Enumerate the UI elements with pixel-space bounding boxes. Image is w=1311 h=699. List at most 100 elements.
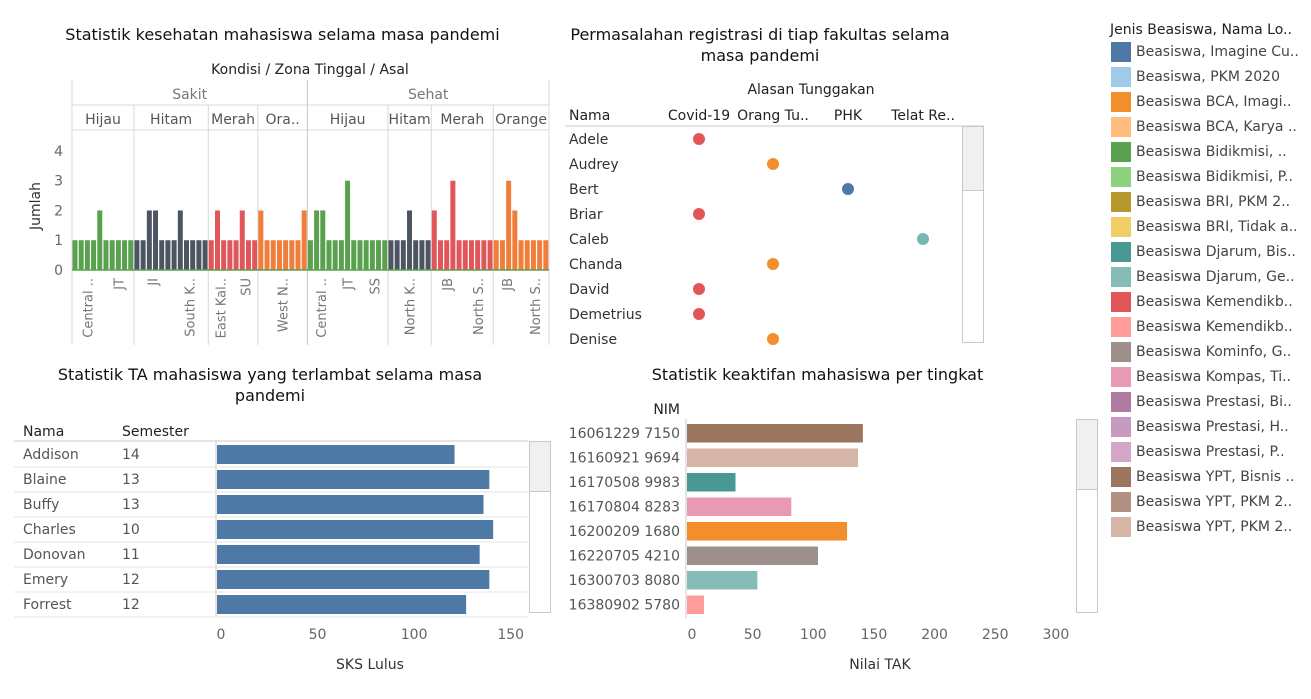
chart1-x-tick: JT	[342, 278, 357, 291]
chart3-row-name: Buffy	[23, 497, 59, 513]
chart1-bar	[171, 240, 177, 270]
chart3-row-name: Emery	[23, 572, 68, 588]
legend-item[interactable]: Beasiswa Kemendikb..	[1111, 292, 1293, 312]
legend-item[interactable]: Beasiswa BRI, PKM 2..	[1111, 192, 1290, 212]
legend-item[interactable]: Beasiswa, PKM 2020	[1111, 67, 1280, 87]
chart3-row-semester: 12	[122, 597, 140, 613]
chart1-zone-label: Merah	[211, 112, 255, 128]
legend-label: Beasiswa Bidikmisi, ..	[1136, 144, 1287, 160]
chart3-row-semester: 13	[122, 472, 140, 488]
legend-item[interactable]: Beasiswa Djarum, Ge..	[1111, 267, 1295, 287]
registration-scroll-thumb[interactable]	[963, 127, 983, 191]
legend-swatch	[1111, 492, 1131, 512]
legend-item[interactable]: Beasiswa YPT, Bisnis ..	[1111, 467, 1294, 487]
chart3-col-header: Nama	[23, 424, 64, 440]
chart3-x-tick: 100	[401, 627, 428, 643]
chart1-bar	[91, 240, 97, 270]
chart1-bar	[499, 240, 505, 270]
chart1-bar	[97, 210, 103, 270]
chart2-title: Permasalahan registrasi di tiap fakultas…	[570, 25, 950, 65]
chart3-bar	[217, 445, 455, 464]
legend-swatch	[1111, 392, 1131, 412]
chart2-column-header: Alasan Tunggakan	[747, 82, 874, 98]
chart4-bar	[687, 448, 859, 467]
chart1-header-path: Kondisi / Zona Tinggal / Asal	[211, 62, 409, 78]
chart3-row-semester: 10	[122, 522, 140, 538]
chart1-bar	[208, 240, 214, 270]
chart1-bar	[338, 240, 344, 270]
chart1-zone-label: Hitam	[150, 112, 192, 128]
tak-scroll-thumb[interactable]	[1077, 420, 1097, 490]
chart1-bar	[78, 240, 84, 270]
chart1-bar	[437, 240, 443, 270]
legend-item[interactable]: Beasiswa YPT, PKM 2..	[1111, 517, 1292, 537]
chart3-row-name: Donovan	[23, 547, 86, 563]
legend-item[interactable]: Beasiswa BCA, Karya ..	[1111, 117, 1297, 137]
legend-item[interactable]: Beasiswa YPT, PKM 2..	[1111, 492, 1292, 512]
ta-scrollbar[interactable]	[529, 441, 551, 613]
chart4-bar	[687, 424, 863, 443]
legend-item[interactable]: Beasiswa BRI, Tidak a..	[1111, 217, 1298, 237]
legend-item[interactable]: Beasiswa Kominfo, G..	[1111, 342, 1291, 362]
tak-scrollbar[interactable]	[1076, 419, 1098, 613]
legend-item[interactable]: Beasiswa Bidikmisi, P..	[1111, 167, 1293, 187]
legend-item[interactable]: Beasiswa, Imagine Cu..	[1111, 42, 1299, 62]
legend-title: Jenis Beasiswa, Nama Lo..	[1110, 22, 1292, 38]
chart4-x-tick: 250	[982, 627, 1009, 643]
legend-label: Beasiswa Prestasi, Bi..	[1136, 394, 1292, 410]
chart4-row-nim: 16300703 8080	[569, 573, 680, 589]
chart2-row-label: Demetrius	[569, 307, 642, 323]
chart3-bar	[217, 595, 467, 614]
legend-label: Beasiswa BRI, Tidak a..	[1136, 219, 1298, 235]
legend-item[interactable]: Beasiswa Kompas, Ti..	[1111, 367, 1291, 387]
chart2-dot	[842, 183, 854, 195]
chart4-x-tick: 300	[1043, 627, 1070, 643]
chart1-x-tick: JB	[441, 278, 456, 292]
chart1-bar	[357, 240, 363, 270]
chart1-bar	[307, 240, 313, 270]
tak-chart: NIM 16061229 7150 16160921 9694 16170508 99…	[569, 402, 1070, 673]
legend-item[interactable]: Beasiswa Prestasi, P..	[1111, 442, 1285, 462]
chart1-bar	[543, 240, 549, 270]
chart1-y-tick: 3	[54, 174, 63, 190]
chart1-bar	[134, 240, 140, 270]
chart1-x-tick: SS	[369, 278, 384, 295]
chart2-column-label: Orang Tu..	[737, 108, 809, 124]
chart1-x-tick: Central ..	[81, 278, 96, 338]
chart1-bar	[103, 240, 109, 270]
chart2-row-label: Chanda	[569, 257, 623, 273]
ta-chart: Nama Semester Addison 14 Blaine 13 Buffy 13 Char…	[14, 424, 528, 673]
chart1-bar	[326, 240, 332, 270]
legend-item[interactable]: Beasiswa Prestasi, H..	[1111, 417, 1289, 437]
legend-item[interactable]: Beasiswa Bidikmisi, ..	[1111, 142, 1287, 162]
chart2-dot	[693, 283, 705, 295]
ta-scroll-thumb[interactable]	[530, 442, 550, 492]
chart1-kondisi-label: Sakit	[172, 87, 207, 103]
chart2-column-label: Covid-19	[668, 108, 730, 124]
legend-swatch	[1111, 117, 1131, 137]
legend-item[interactable]: Beasiswa BCA, Imagi..	[1111, 92, 1291, 112]
legend-label: Beasiswa Kemendikb..	[1136, 319, 1293, 335]
chart1-bar	[159, 240, 165, 270]
chart1-bar	[425, 240, 431, 270]
chart1-x-tick: JI	[147, 278, 162, 287]
chart1-x-tick: JT	[112, 278, 127, 291]
chart1-bar	[413, 240, 419, 270]
chart1-bar	[506, 180, 512, 270]
legend-item[interactable]: Beasiswa Kemendikb..	[1111, 317, 1293, 337]
legend-item[interactable]: Beasiswa Prestasi, Bi..	[1111, 392, 1292, 412]
chart1-bar	[122, 240, 128, 270]
chart2-dot	[767, 258, 779, 270]
chart3-bar	[217, 495, 484, 514]
chart4-row-nim: 16061229 7150	[569, 426, 680, 442]
chart4-x-tick: 0	[688, 627, 697, 643]
chart1-bar	[252, 240, 258, 270]
chart3-row-semester: 13	[122, 497, 140, 513]
legend-item[interactable]: Beasiswa Djarum, Bis..	[1111, 242, 1296, 262]
legend-label: Beasiswa Kominfo, G..	[1136, 344, 1292, 360]
chart4-row-nim: 16170804 8283	[569, 500, 680, 516]
chart4-row-nim: 16160921 9694	[569, 451, 680, 467]
legend-label: Beasiswa BCA, Imagi..	[1136, 94, 1292, 110]
registration-scrollbar[interactable]	[962, 126, 984, 343]
chart1-x-tick: North K..	[404, 278, 419, 335]
